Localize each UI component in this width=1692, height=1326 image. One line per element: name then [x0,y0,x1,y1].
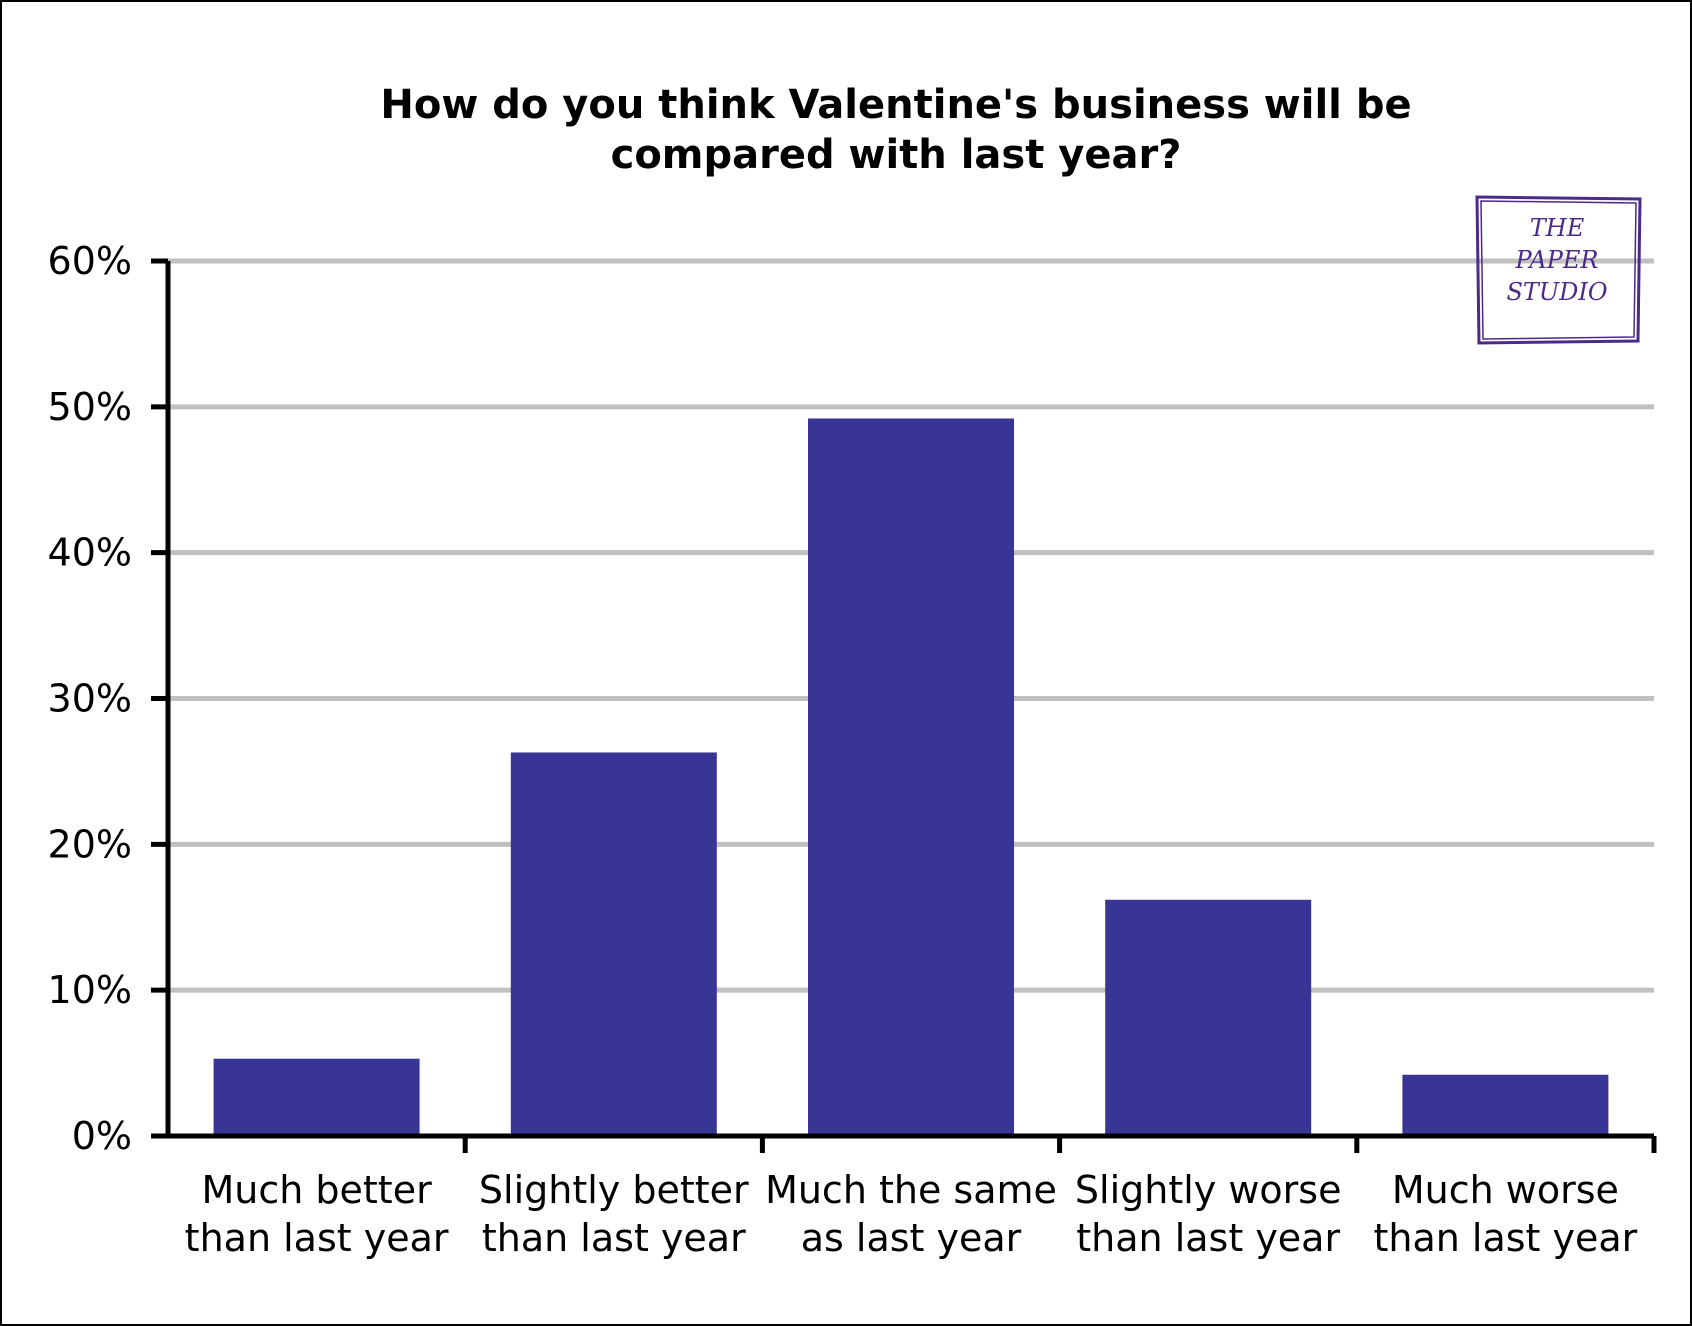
y-tick-label-30: 30% [48,677,132,721]
bar-2 [510,752,717,1136]
chart-title: How do you think Valentine's business wi… [380,82,1411,178]
logo-border [1475,195,1642,345]
bar-1 [213,1058,420,1136]
chart-title-line-2: compared with last year? [611,132,1182,178]
x-category-label-2-line-2: than last year [482,1216,746,1260]
logo-line-3: STUDIO [1506,278,1607,306]
x-category-label-3-line-2: as last year [801,1216,1022,1260]
x-category-label-5-line-1: Much worse [1392,1168,1619,1212]
y-tick-label-40: 40% [48,531,132,575]
chart-title-line-1: How do you think Valentine's business wi… [380,82,1411,128]
y-tick-label-0: 0% [72,1114,132,1158]
y-tick-label-60: 60% [48,239,132,283]
logo-line-1: THE [1530,214,1585,242]
x-category-label-1-line-2: than last year [185,1216,449,1260]
y-tick-labels: 0% 10% 20% 30% 40% 50% 60% [48,239,132,1158]
y-tick-label-50: 50% [48,385,132,429]
x-category-label-2-line-1: Slightly better [479,1168,749,1212]
bar-4 [1105,899,1312,1136]
x-category-label-4-line-2: than last year [1076,1216,1340,1260]
x-category-label-3-line-1: Much the same [765,1168,1057,1212]
bars [213,418,1609,1136]
gridlines [168,258,1654,993]
logo-border-inner [1480,200,1637,340]
y-tick-label-10: 10% [48,968,132,1012]
bar-5 [1402,1074,1609,1136]
x-category-label-5-line-2: than last year [1373,1216,1637,1260]
x-category-label-1-line-1: Much better [201,1168,432,1212]
logo-line-2: PAPER [1514,246,1598,274]
axes [151,258,1657,1153]
y-tick-label-20: 20% [48,822,132,866]
paper-studio-logo: THE PAPER STUDIO [1475,195,1642,345]
x-category-label-4-line-1: Slightly worse [1075,1168,1342,1212]
bar-3 [808,418,1014,1136]
